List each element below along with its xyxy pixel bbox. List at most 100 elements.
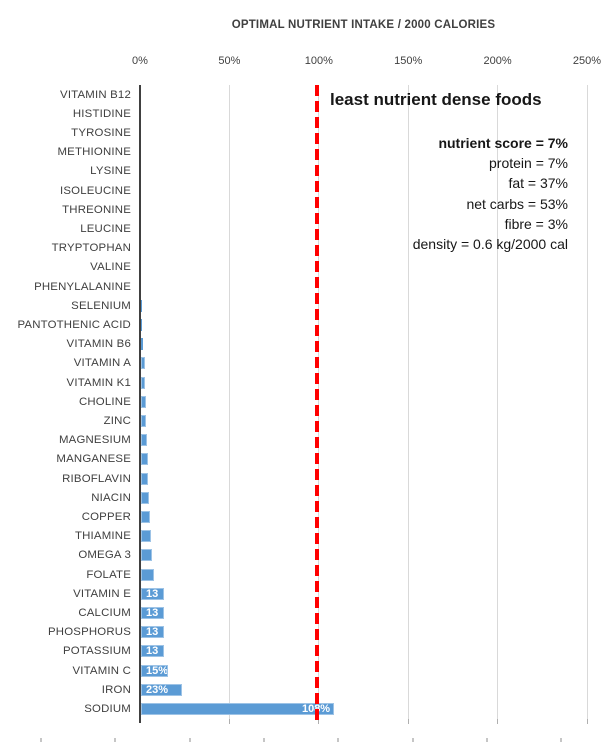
y-axis-label: CHOLINE — [78, 395, 131, 408]
bar-area — [141, 507, 615, 526]
bottom-edge-mark — [337, 738, 340, 742]
bar-area — [141, 527, 615, 546]
y-axis-label: POTASSIUM — [62, 645, 131, 658]
y-axis-label: NIACIN — [91, 491, 131, 504]
bar-area — [141, 546, 615, 565]
y-axis-label: PHOSPHORUS — [47, 626, 131, 639]
chart-row: TRYPTOPHAN — [0, 239, 615, 258]
bar — [141, 511, 150, 524]
bar-area — [141, 469, 615, 488]
chart-row: VITAMIN C 15% — [0, 661, 615, 680]
bar: 13 — [141, 587, 165, 600]
x-tick-label: 50% — [218, 55, 241, 67]
y-axis-label: METHIONINE — [57, 146, 131, 159]
gridline — [407, 85, 409, 719]
y-axis-label: VITAMIN B12 — [60, 88, 131, 101]
y-axis-label: COPPER — [81, 511, 131, 524]
bottom-edge-mark — [411, 738, 414, 742]
chart-row: THREONINE — [0, 200, 615, 219]
bar-area — [141, 258, 615, 277]
gridline — [497, 85, 499, 719]
chart-row: FOLATE — [0, 565, 615, 584]
chart-row: CHOLINE — [0, 392, 615, 411]
y-axis-label: THREONINE — [62, 203, 131, 216]
x-tick-label: 250% — [572, 55, 602, 67]
bottom-edge-mark — [114, 738, 117, 742]
chart-row: VITAMIN B12 — [0, 85, 615, 104]
bar — [141, 549, 152, 562]
axis-tick — [497, 719, 499, 724]
y-axis-label: VITAMIN E — [73, 587, 131, 600]
chart-title: OPTIMAL NUTRIENT INTAKE / 2000 CALORIES — [231, 19, 496, 31]
bar-data-label: 13 — [146, 626, 159, 639]
y-axis-label: MANGANESE — [56, 453, 131, 466]
bar-area — [141, 373, 615, 392]
chart-row: RIBOFLAVIN — [0, 469, 615, 488]
bar: 13 — [141, 626, 165, 639]
bar — [141, 338, 143, 351]
chart-row: VALINE — [0, 258, 615, 277]
bar-area — [141, 335, 615, 354]
bar-area: 15% — [141, 661, 615, 680]
chart-row: VITAMIN E 13 — [0, 584, 615, 603]
y-axis-label: VITAMIN C — [72, 664, 131, 677]
bar-area — [141, 315, 615, 334]
bottom-edge-mark — [560, 738, 563, 742]
y-axis-label: CALCIUM — [78, 607, 131, 620]
bar — [141, 395, 147, 408]
chart-row: OMEGA 3 — [0, 546, 615, 565]
bar — [141, 453, 149, 466]
bottom-edge-mark — [40, 738, 42, 742]
annotation-stat-line: density = 0.6 kg/2000 cal — [412, 236, 568, 253]
gridline — [586, 85, 588, 719]
y-axis-label: ISOLEUCINE — [60, 184, 131, 197]
chart-row: MANGANESE — [0, 450, 615, 469]
chart-row: NIACIN — [0, 488, 615, 507]
bar-area — [141, 277, 615, 296]
axis-tick — [586, 719, 588, 724]
y-axis-label: LYSINE — [90, 165, 131, 178]
bar — [141, 319, 143, 332]
chart-row: ISOLEUCINE — [0, 181, 615, 200]
annotation-stat-line: fibre = 3% — [504, 215, 568, 232]
chart-row: SELENIUM — [0, 296, 615, 315]
gridline — [228, 85, 230, 719]
y-axis-label: PHENYLALANINE — [34, 280, 131, 293]
y-axis-label: HISTIDINE — [72, 107, 131, 120]
axis-tick — [228, 719, 230, 724]
bar-area — [141, 354, 615, 373]
bar-area — [141, 296, 615, 315]
bar — [141, 434, 148, 447]
y-axis-label: TYROSINE — [71, 127, 131, 139]
y-axis-label: THIAMINE — [74, 530, 131, 543]
chart-rows: VITAMIN B12 HISTIDINE TYROSINE METHIONINE LY… — [0, 85, 615, 719]
annotation-stat-line: protein = 7% — [489, 155, 568, 172]
bar-area — [141, 450, 615, 469]
x-tick-label: 100% — [304, 55, 333, 67]
bar-area — [141, 565, 615, 584]
bar — [141, 530, 151, 543]
y-axis-label: PANTOTHENIC ACID — [17, 319, 131, 332]
bar: 108% — [141, 703, 335, 716]
y-axis-label: OMEGA 3 — [78, 549, 131, 562]
bar-area: 108% — [141, 700, 615, 719]
x-tick-label: 150% — [394, 55, 423, 67]
chart-row: METHIONINE — [0, 143, 615, 162]
y-axis-label: VITAMIN B6 — [66, 338, 131, 351]
chart-row: MAGNESIUM — [0, 431, 615, 450]
bar: 23% — [141, 683, 183, 696]
bar: 13 — [141, 645, 165, 658]
chart-row: ZINC — [0, 411, 615, 430]
chart-row: VITAMIN K1 — [0, 373, 615, 392]
chart-row: POTASSIUM 13 — [0, 642, 615, 661]
y-axis-line — [139, 85, 141, 723]
bar — [141, 415, 147, 428]
chart-row: COPPER — [0, 507, 615, 526]
chart-row: LEUCINE — [0, 219, 615, 238]
bar — [141, 491, 150, 504]
y-axis-label: IRON — [101, 683, 131, 696]
chart-row: PHOSPHORUS 13 — [0, 623, 615, 642]
bottom-edge-mark — [485, 738, 488, 742]
chart-row: VITAMIN B6 — [0, 335, 615, 354]
